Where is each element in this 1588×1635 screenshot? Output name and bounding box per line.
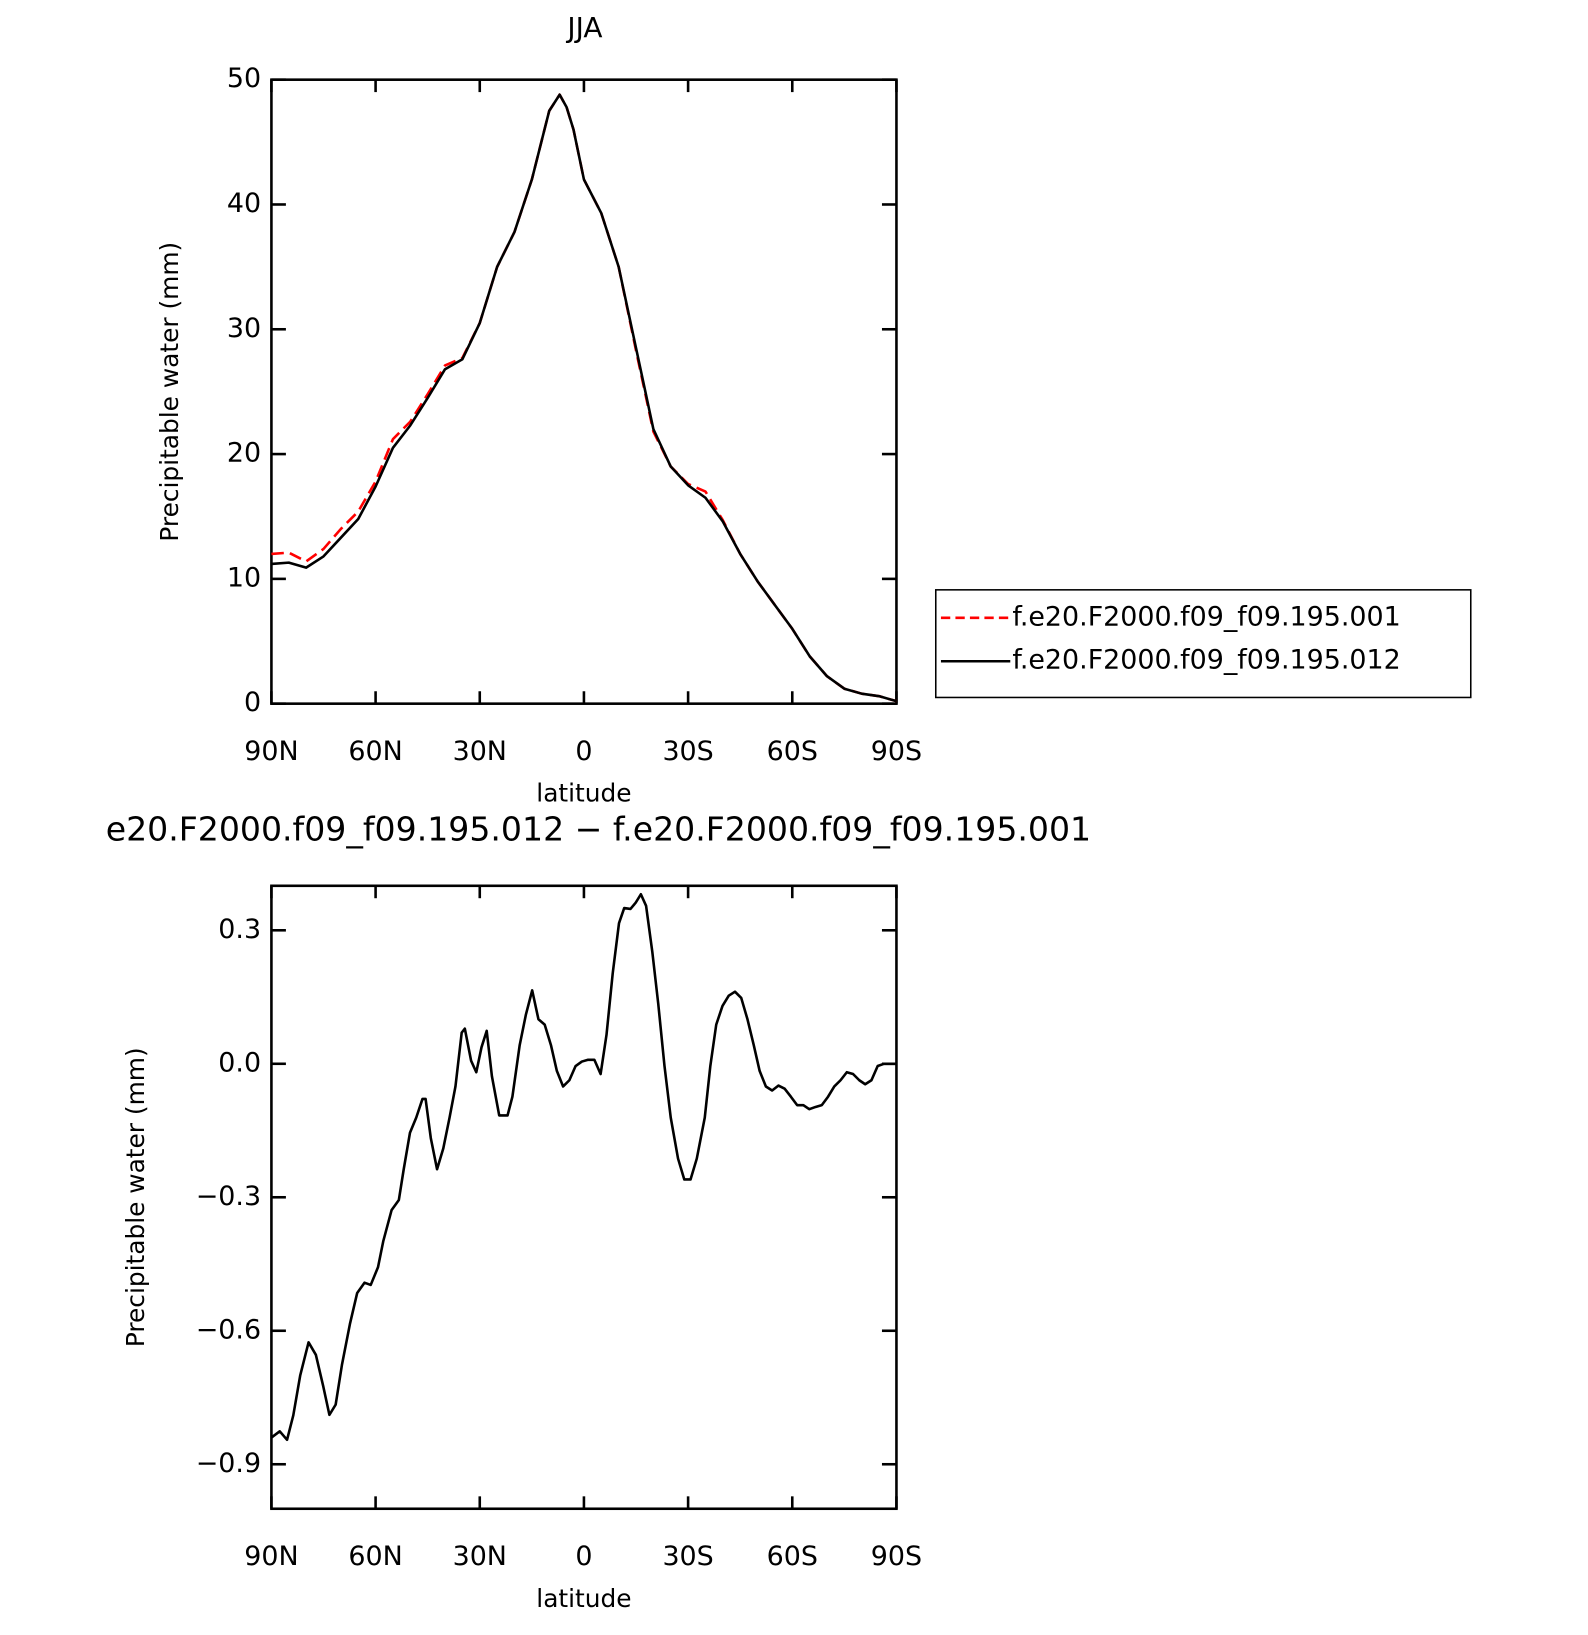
plot-frame: [270, 78, 898, 705]
x-tick-label: 30N: [453, 1541, 507, 1572]
data-line: [271, 93, 897, 703]
y-tick-label: 0.3: [218, 914, 261, 945]
y-tick-label: −0.6: [196, 1314, 261, 1345]
y-tick-label: 40: [227, 188, 261, 219]
x-tick-label: 90S: [871, 1541, 922, 1572]
x-tick-label: 60N: [348, 736, 402, 767]
x-tick-label: 60N: [348, 1541, 402, 1572]
data-line: [271, 93, 897, 703]
x-tick-label: 0: [575, 1541, 592, 1572]
x-axis-label: latitude: [536, 779, 631, 808]
y-tick-label: 50: [227, 63, 261, 94]
y-tick-label: 0: [244, 687, 261, 718]
y-axis-label: Precipitable water (mm): [155, 242, 184, 542]
y-tick-label: −0.3: [196, 1181, 261, 1212]
legend-box: [934, 589, 1472, 699]
x-tick-label: 90N: [244, 736, 298, 767]
chart-title: e20.F2000.f09_f09.195.012 − f.e20.F2000.…: [106, 809, 1091, 848]
x-tick-label: 60S: [767, 736, 818, 767]
y-tick-label: 10: [227, 562, 261, 593]
x-tick-label: 30S: [662, 1541, 713, 1572]
x-axis-label: latitude: [536, 1584, 631, 1613]
y-tick-label: −0.9: [196, 1448, 261, 1479]
y-axis-label: Precipitable water (mm): [121, 1047, 150, 1347]
x-tick-label: 30N: [453, 736, 507, 767]
legend-label: f.e20.F2000.f09_f09.195.012: [1012, 645, 1400, 676]
y-tick-label: 20: [227, 438, 261, 469]
y-tick-label: 0.0: [218, 1047, 261, 1078]
x-tick-label: 30S: [662, 736, 713, 767]
plot-frame: [270, 884, 898, 1511]
x-tick-label: 90N: [244, 1541, 298, 1572]
chart-title: JJA: [565, 11, 602, 44]
x-tick-label: 0: [575, 736, 592, 767]
x-tick-label: 90S: [871, 736, 922, 767]
legend-label: f.e20.F2000.f09_f09.195.001: [1012, 601, 1400, 632]
data-line: [270, 892, 897, 1442]
y-tick-label: 30: [227, 313, 261, 344]
x-tick-label: 60S: [767, 1541, 818, 1572]
